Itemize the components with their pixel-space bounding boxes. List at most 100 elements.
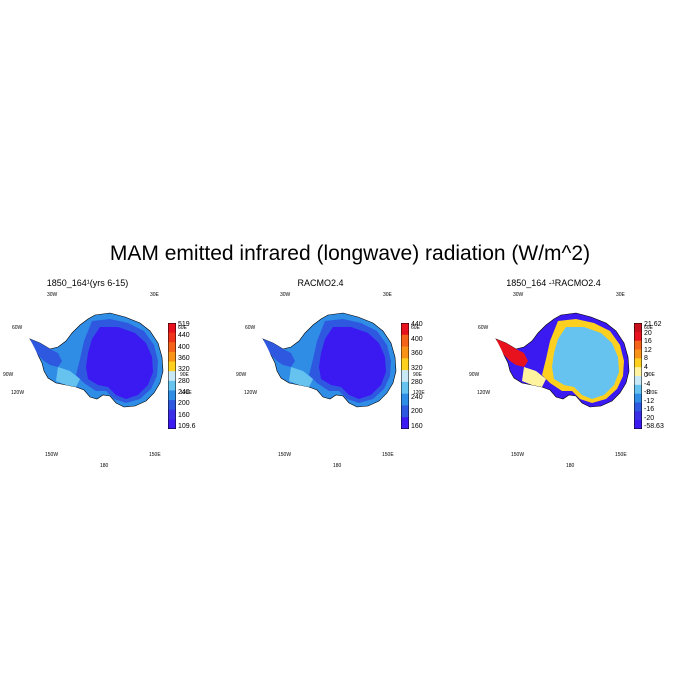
colorbar-swatch <box>634 349 642 359</box>
colorbar <box>634 323 642 429</box>
colorbar-label: -16 <box>644 406 655 413</box>
colorbar-label: -4 <box>644 380 651 388</box>
lon-label-bottom-left: 150W <box>511 452 525 458</box>
colorbar-swatch <box>168 361 176 372</box>
map-panel-1: 1850_164¹(yrs 6-15) 30W 30E 60W 60E 90W 90E 120… <box>0 275 225 475</box>
lon-label-bottom: 180 <box>566 463 575 469</box>
colorbar-swatch <box>634 384 642 395</box>
colorbar-swatch <box>168 380 176 391</box>
lon-label-top-right: 30E <box>616 292 625 298</box>
colorbar-label: 320 <box>411 364 423 372</box>
colorbar-swatch <box>634 420 642 429</box>
lon-label-right-upper: 60E <box>411 325 420 331</box>
colorbar <box>168 323 176 429</box>
colorbar-label: 160 <box>411 423 423 430</box>
lon-label-right-lower: 120E <box>180 390 192 396</box>
lon-label-left-upper: 60W <box>245 325 256 331</box>
ice-shelf <box>289 367 313 387</box>
antarctic-peninsula <box>30 339 62 367</box>
lon-label-right-upper: 60E <box>644 325 653 331</box>
colorbar-swatch <box>401 346 409 359</box>
colorbar-label: 200 <box>411 408 423 416</box>
antarctic-peninsula <box>263 339 295 367</box>
colorbar-label: 519 <box>178 321 190 328</box>
colorbar-label: -58.63 <box>644 423 664 430</box>
colorbar-label: 200 <box>178 400 190 408</box>
lon-label-right-upper: 60E <box>178 325 187 331</box>
lon-label-right-mid: 90E <box>413 372 422 378</box>
colorbar-label: -20 <box>644 414 655 422</box>
lon-label-left-mid: 90W <box>236 372 247 378</box>
colorbar-swatch <box>401 405 409 418</box>
colorbar-swatch <box>168 351 176 363</box>
antarctica-map <box>495 312 630 408</box>
colorbar-swatch <box>634 358 642 368</box>
colorbar-label: 12 <box>644 346 652 354</box>
colorbar-swatch <box>168 332 176 343</box>
colorbar-swatch <box>401 323 409 336</box>
colorbar-label: 240 <box>178 389 190 396</box>
lon-label-left-upper: 60W <box>12 325 23 331</box>
lon-label-bottom-left: 150W <box>278 452 292 458</box>
colorbar-label: 280 <box>178 377 190 385</box>
colorbar-label: 360 <box>178 355 190 362</box>
lon-label-top-left: 30W <box>280 292 291 298</box>
colorbar-label: 440 <box>178 332 190 340</box>
colorbar-swatch <box>634 340 642 350</box>
lon-label-top-right: 30E <box>383 292 392 298</box>
colorbar-border <box>401 323 409 429</box>
colorbar-swatch <box>634 411 642 421</box>
lon-label-bottom-right: 150E <box>149 452 161 458</box>
lon-label-left-upper: 60W <box>478 325 489 331</box>
lon-label-top-left: 30W <box>513 292 524 298</box>
lon-label-bottom-right: 150E <box>382 452 394 458</box>
lon-label-left-mid: 90W <box>3 372 14 378</box>
colorbar-swatch <box>168 342 176 353</box>
lon-label-left-lower: 120W <box>244 390 258 396</box>
lon-label-left-lower: 120W <box>11 390 25 396</box>
lon-label-bottom: 180 <box>100 463 109 469</box>
colorbar-label: 160 <box>178 411 190 419</box>
colorbar-border <box>168 323 176 429</box>
lon-label-right-lower: 120E <box>646 390 658 396</box>
colorbar-label: 400 <box>411 335 423 343</box>
ice-shelf <box>522 367 546 387</box>
colorbar-swatch <box>168 371 176 382</box>
map-panel-2: RACMO2.4 30W 30E 60W 60E 90W 90E 120W 120E 150W 15… <box>233 275 458 475</box>
antarctic-peninsula <box>496 339 528 367</box>
colorbar-swatch <box>634 393 642 403</box>
colorbar-label: -8 <box>644 389 651 396</box>
main-title: MAM emitted infrared (longwave) radiatio… <box>109 242 591 265</box>
colorbar-swatch <box>634 331 642 342</box>
lon-label-bottom-left: 150W <box>45 452 59 458</box>
colorbar-swatch <box>401 334 409 348</box>
colorbar-label: 16 <box>644 338 652 345</box>
ice-sheet-interior <box>552 327 619 399</box>
colorbar-swatch <box>401 358 409 371</box>
colorbar-swatch <box>634 402 642 412</box>
colorbar-label: 320 <box>178 366 190 374</box>
lon-label-left-lower: 120W <box>477 390 491 396</box>
colorbar-label: 280 <box>411 379 423 387</box>
lon-label-top-left: 30W <box>47 292 58 298</box>
colorbar-swatch <box>634 367 642 377</box>
colorbar-swatch <box>168 400 176 411</box>
antarctica-map <box>262 312 397 408</box>
colorbar-swatch <box>401 393 409 406</box>
ice-shelf <box>56 367 80 387</box>
colorbar-label: 109.6 <box>178 423 196 430</box>
ice-sheet-interior <box>319 327 386 399</box>
colorbar-label: 20 <box>644 329 652 337</box>
colorbar-label: 4 <box>644 363 648 371</box>
panel-title: 1850_164¹(yrs 6-15) <box>46 278 129 288</box>
map-panel-3: 1850_164 -¹RACMO2.4 30W 30E 60W 60E 90W 90E 120… <box>466 275 691 475</box>
colorbar-label: 21.62 <box>644 321 662 328</box>
panel-title: 1850_164 -¹RACMO2.4 <box>506 278 601 288</box>
colorbar-swatch <box>634 376 642 386</box>
colorbar-label: 360 <box>411 350 423 358</box>
lon-label-left-mid: 90W <box>469 372 480 378</box>
lon-label-top-right: 30E <box>150 292 159 298</box>
colorbar-label: 8 <box>644 355 648 362</box>
colorbar-label: 400 <box>178 343 190 351</box>
colorbar-label: 0 <box>644 372 648 379</box>
